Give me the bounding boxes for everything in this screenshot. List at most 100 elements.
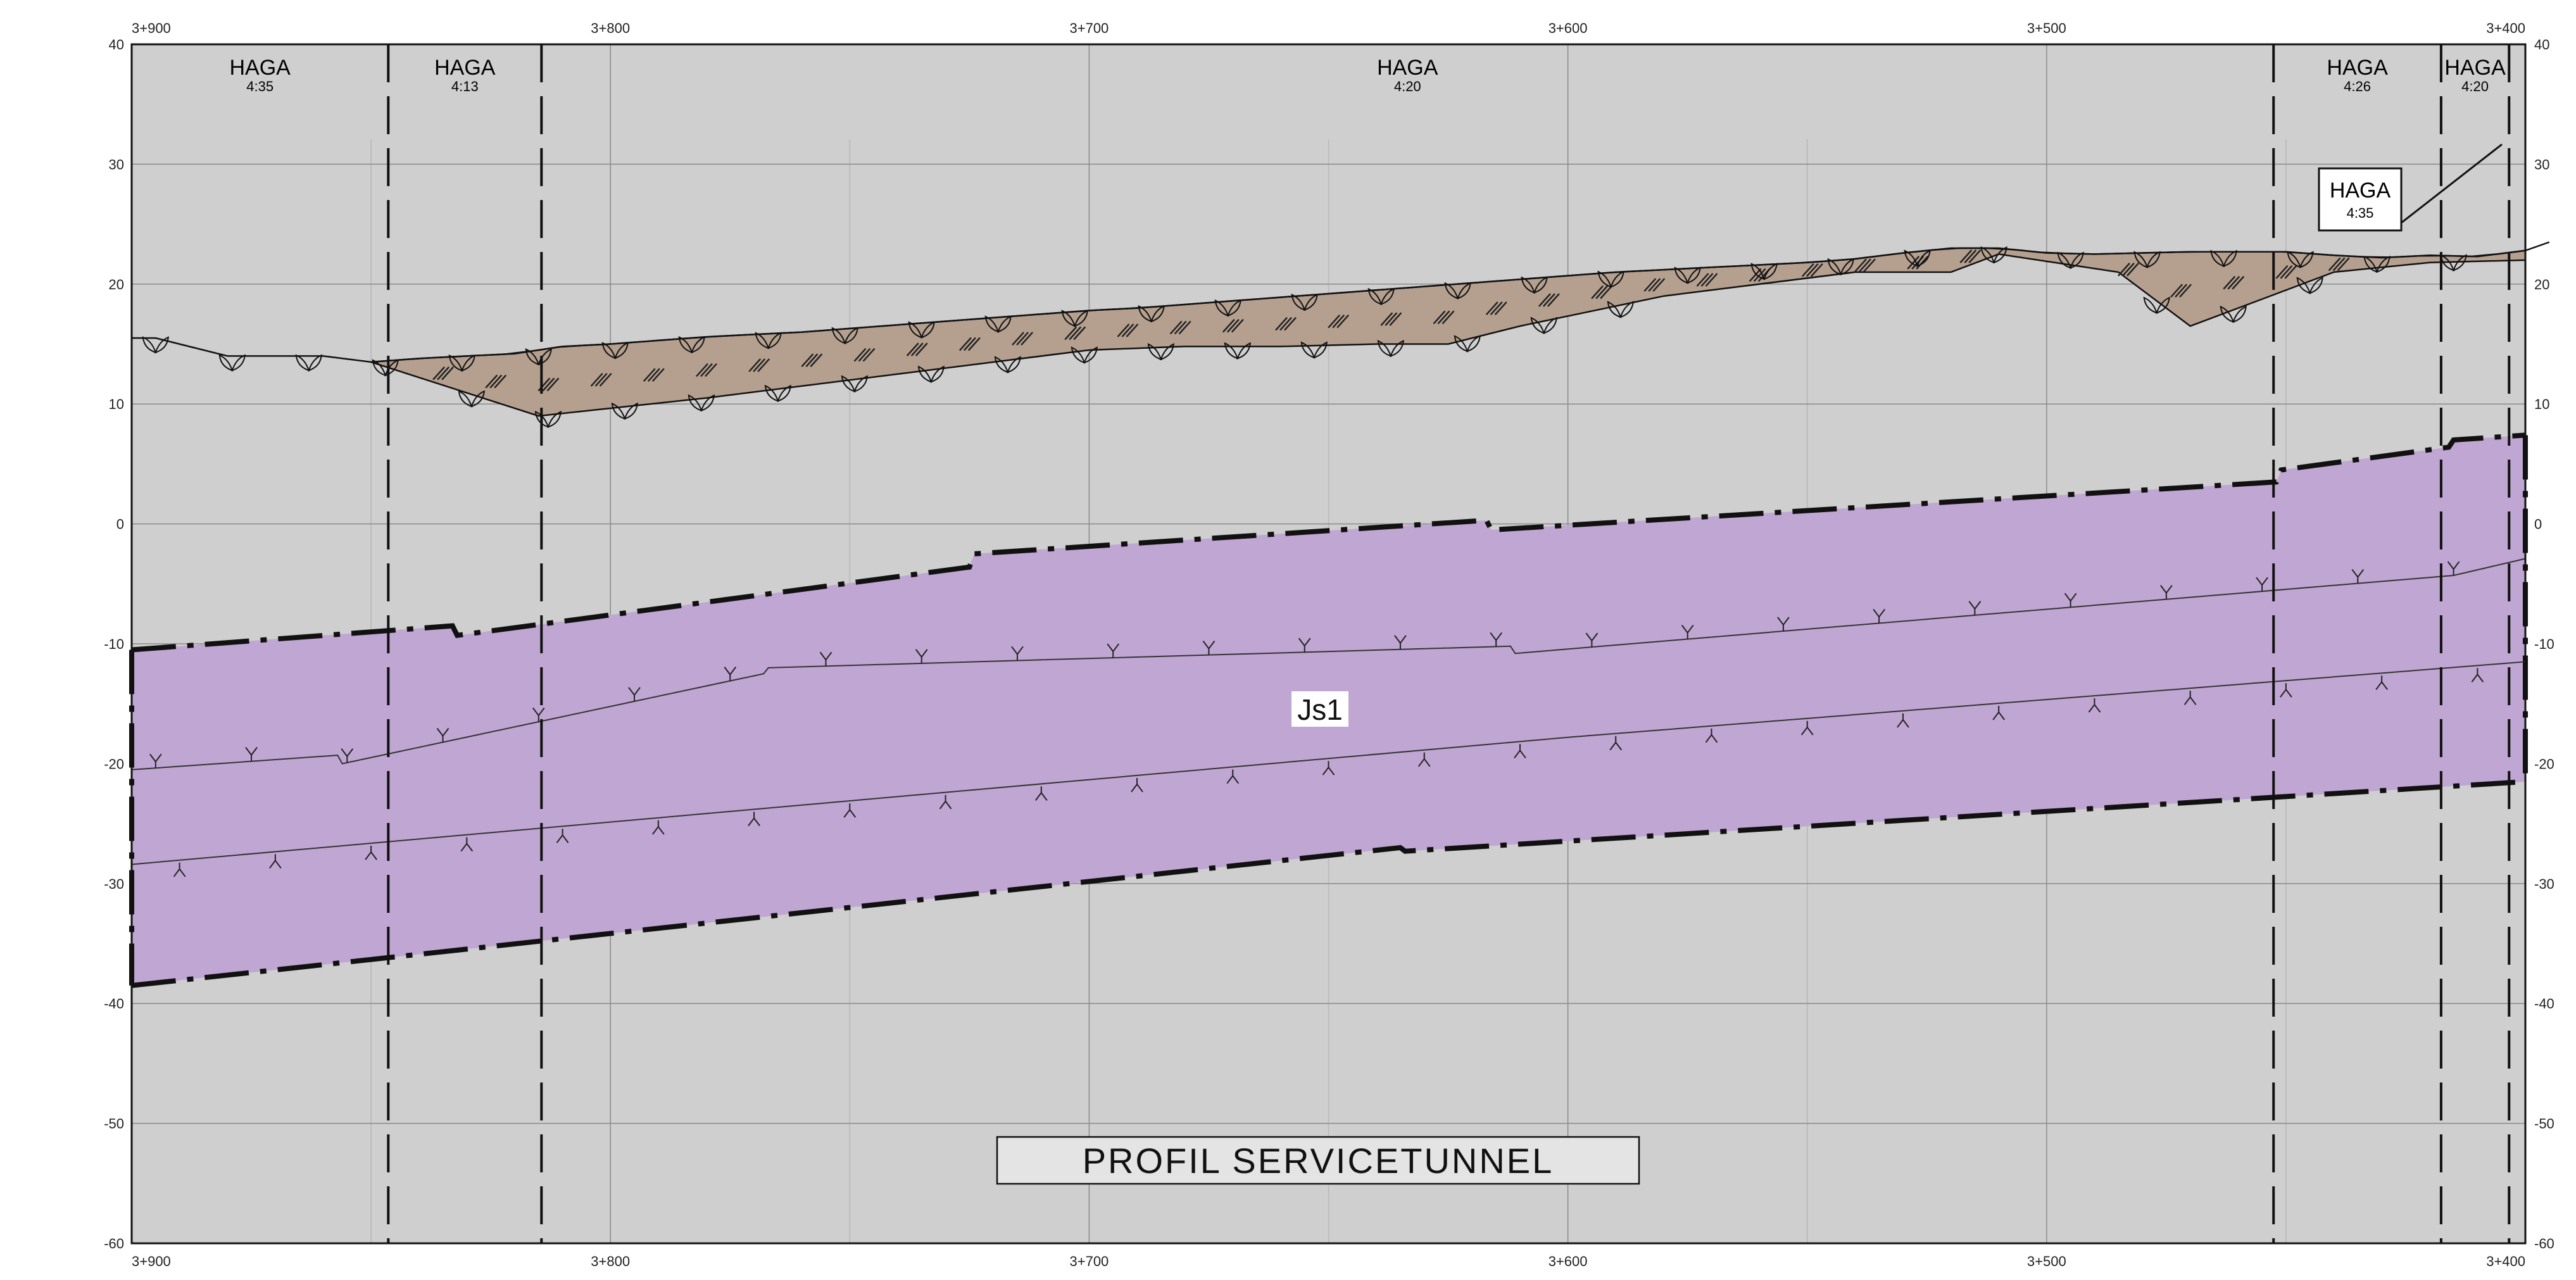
tunnel-zone-bottom-boundary <box>131 779 2526 988</box>
vegetation-symbol <box>2287 251 2314 268</box>
callout-title: HAGA <box>2330 179 2391 203</box>
y-tick-label-left: 10 <box>109 396 124 412</box>
contour-tick-mark <box>532 707 545 722</box>
x-tick-label-bottom: 3+500 <box>2027 1253 2066 1269</box>
zone-label-slope: 4:13 <box>451 78 479 94</box>
vegetation-symbol <box>1827 258 1854 276</box>
hatch-stroke <box>599 373 612 387</box>
hatch-stroke <box>1485 301 1498 315</box>
y-tick-label-left: -60 <box>104 1236 124 1252</box>
hatch-stroke <box>1389 312 1402 326</box>
x-tick-label-top: 3+600 <box>1549 20 1588 36</box>
hatch-stroke <box>858 348 871 362</box>
hatch-stroke <box>494 374 507 389</box>
hatch-stroke <box>2337 257 2350 272</box>
contour-tick-mark <box>2064 593 2077 608</box>
y-tick-label-left: -10 <box>104 636 124 652</box>
contour-tick-mark <box>2351 569 2365 584</box>
hatch-stroke <box>1328 314 1341 329</box>
hatch-stroke <box>2284 265 2297 279</box>
x-tick-label-top: 3+700 <box>1070 20 1109 36</box>
contour-tick-mark <box>460 837 474 852</box>
y-tick-label-right: 10 <box>2534 396 2549 412</box>
contour-tick-mark <box>1226 769 1240 784</box>
vegetation-symbol <box>1597 270 1624 288</box>
hatch-stroke <box>441 366 455 380</box>
hatch-stroke <box>1810 263 1823 277</box>
y-tick-label-left: 40 <box>109 37 124 53</box>
hatch-stroke <box>1174 320 1187 335</box>
vegetation-symbol <box>994 356 1022 373</box>
vegetation-symbol <box>1061 310 1088 327</box>
zone-label-name: HAGA <box>2444 56 2506 80</box>
hatch-stroke <box>853 348 867 362</box>
hatch-stroke <box>705 363 717 377</box>
y-tick-label-left: -50 <box>104 1116 124 1132</box>
vegetation-symbol <box>1138 305 1165 323</box>
x-tick-label-bottom: 3+700 <box>1070 1253 1109 1269</box>
hatch-stroke <box>1222 318 1235 333</box>
vegetation-symbol <box>678 336 705 354</box>
vegetation-symbol <box>1530 317 1557 334</box>
x-tick-label-bottom: 3+900 <box>132 1253 171 1269</box>
vegetation-symbol <box>984 315 1012 333</box>
x-tick-label-top: 3+500 <box>2027 20 2066 36</box>
callout-leader-line <box>2401 143 2503 224</box>
upper-contour-line <box>131 558 2526 770</box>
hatch-stroke <box>2179 284 2192 298</box>
vegetation-symbol <box>831 327 858 344</box>
contour-tick-mark <box>652 820 665 835</box>
zone-label-name: HAGA <box>2327 56 2388 80</box>
vegetation-symbol <box>295 354 322 372</box>
x-tick-label-bottom: 3+600 <box>1549 1253 1588 1269</box>
lower-contour-line <box>131 661 2526 865</box>
hatch-stroke <box>906 342 919 356</box>
hatch-stroke <box>1073 326 1086 341</box>
vegetation-symbol <box>1377 339 1404 358</box>
hatch-stroke <box>542 377 555 392</box>
hatch-stroke <box>801 353 814 367</box>
hatch-stroke <box>1117 323 1130 337</box>
contour-tick-mark <box>748 812 760 827</box>
hatch-stroke <box>757 358 770 372</box>
hatch-stroke <box>1968 249 1982 263</box>
vegetation-symbol <box>841 375 869 392</box>
vegetation-symbol <box>764 384 792 403</box>
callout-slope: 4:35 <box>2347 205 2374 221</box>
rock-unit-label-text: Js1 <box>1297 693 1343 726</box>
contour-tick-mark <box>1873 608 1885 624</box>
hatch-stroke <box>651 368 665 382</box>
hatch-stroke <box>1069 326 1082 341</box>
hatch-stroke <box>1169 320 1183 335</box>
hatch-stroke <box>1801 263 1814 277</box>
vegetation-symbol <box>601 342 629 360</box>
y-tick-label-left: 20 <box>109 277 124 292</box>
hatch-stroke <box>1231 318 1244 333</box>
hatch-stroke <box>748 358 762 372</box>
contour-tick-mark <box>1777 617 1790 631</box>
contour-tick-mark <box>1107 643 1120 658</box>
contour-tick-mark <box>245 747 258 762</box>
hatch-stroke <box>1178 320 1191 335</box>
hatch-stroke <box>1547 293 1560 307</box>
contour-tick-mark <box>1417 752 1431 767</box>
y-tick-label-right: -10 <box>2534 636 2554 652</box>
rock-unit-label: Js1 <box>1291 691 1348 727</box>
tunnel-zone-top-boundary <box>131 432 2526 653</box>
vegetation-symbol <box>458 390 486 408</box>
vegetation-symbol <box>2057 251 2084 269</box>
hatch-stroke <box>1753 268 1766 282</box>
hatch-stroke <box>1121 323 1134 337</box>
vegetation-symbol <box>2210 249 2237 267</box>
hatch-stroke <box>963 337 976 351</box>
contour-tick-mark <box>2447 561 2460 576</box>
x-tick-label-top: 3+900 <box>132 20 171 36</box>
contour-tick-mark <box>1298 637 1311 653</box>
vegetation-symbol <box>1750 263 1778 280</box>
contour-tick-mark <box>2375 675 2388 690</box>
hatch-stroke <box>1385 312 1398 326</box>
vegetation-symbol <box>448 354 475 372</box>
contour-tick-mark <box>1609 736 1623 751</box>
hatch-stroke <box>1959 249 1973 263</box>
y-tick-label-right: -60 <box>2534 1236 2554 1252</box>
